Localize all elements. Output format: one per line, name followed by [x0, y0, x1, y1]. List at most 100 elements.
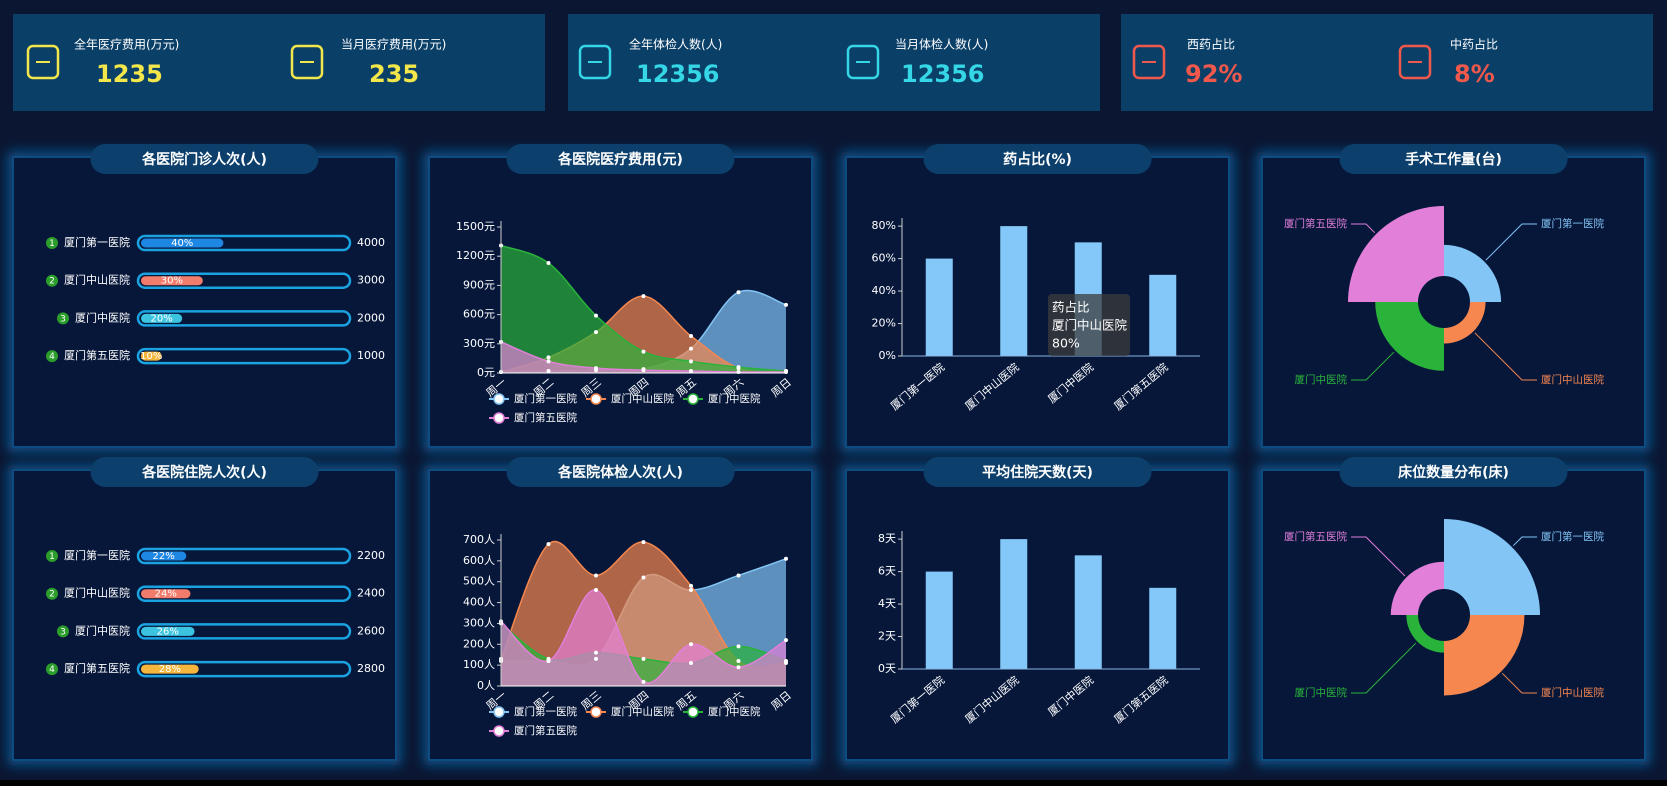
- hospital-name: 厦门第一医院: [64, 548, 130, 562]
- rank-badge: [46, 350, 58, 363]
- kpi-value: 235: [369, 60, 419, 88]
- kpi-label: 全年体检人数(人): [629, 37, 722, 52]
- bar: [925, 571, 953, 669]
- sector-label: 厦门中医院: [1295, 686, 1348, 699]
- data-point: [689, 346, 693, 351]
- label-line: [1485, 223, 1537, 261]
- area-fill: [501, 589, 786, 686]
- kpi-value: 8%: [1454, 60, 1495, 88]
- legend-label: 厦门中医院: [708, 392, 761, 405]
- rank-badge: [46, 550, 58, 562]
- area-fill: [501, 290, 786, 373]
- y-tick-label: 40%: [872, 284, 896, 297]
- rank-number: 2: [49, 277, 55, 287]
- kpi-label: 中药占比: [1450, 37, 1498, 52]
- chart-title: 各医院住院人次(人): [141, 464, 267, 481]
- data-point: [546, 359, 551, 364]
- progress-track: [136, 623, 352, 640]
- progress-bar: [141, 589, 191, 599]
- legend-label: 厦门第五医院: [514, 411, 577, 424]
- bar: [1000, 539, 1028, 669]
- data-point: [641, 679, 646, 684]
- progress-track: [136, 310, 352, 327]
- percent-label: 28%: [159, 664, 181, 675]
- sector-label: 厦门第一医院: [1541, 217, 1604, 230]
- rose-sector: [1375, 302, 1444, 371]
- kpi-icon: [290, 44, 324, 80]
- title-pill: [923, 457, 1152, 487]
- percent-label: 20%: [150, 313, 172, 324]
- rank-number: 3: [60, 314, 66, 324]
- data-point: [594, 650, 598, 655]
- kpi-icon: [846, 44, 880, 80]
- kpi-value: 1235: [96, 60, 163, 88]
- progress-track: [136, 547, 352, 565]
- rose-sector: [1406, 615, 1444, 653]
- legend-marker: [493, 393, 505, 405]
- title-pill: [923, 144, 1152, 174]
- y-tick-label: 600元: [463, 308, 495, 321]
- progress-track: [136, 234, 352, 252]
- kpi-label: 全年医疗费用(万元): [74, 37, 179, 52]
- progress-track: [136, 347, 352, 365]
- title-pill: [90, 144, 319, 174]
- data-point: [736, 644, 741, 649]
- title-pill: [90, 457, 319, 487]
- progress-bar: [141, 313, 183, 323]
- kpi-card: 全年体检人数(人) 12356 当月体检人数(人) 12356: [568, 14, 1100, 111]
- y-tick-label: 0人: [477, 679, 495, 692]
- kpi-label: 西药占比: [1187, 37, 1235, 52]
- value-label: 2600: [357, 624, 385, 637]
- kpi-value: 12356: [636, 60, 720, 88]
- legend-marker: [590, 393, 602, 405]
- data-point: [784, 638, 788, 643]
- rank-badge: [57, 312, 69, 325]
- tooltip-box: [1048, 294, 1130, 356]
- rank-number: 2: [49, 590, 55, 600]
- data-point: [641, 294, 646, 299]
- progress-bar: [141, 664, 199, 674]
- y-tick-label: 2天: [878, 630, 896, 643]
- progress-bar: [141, 238, 224, 248]
- chart-panel: 各医院住院人次(人) 厦门第一医院 1 22% 2200 厦门中山医院 2 24% 2400 厦门…: [8, 457, 401, 765]
- y-tick-label: 500人: [463, 575, 495, 588]
- data-point: [594, 366, 598, 371]
- legend-label: 厦门中医院: [708, 705, 761, 718]
- value-label: 2000: [357, 311, 385, 324]
- chart-title: 各医院体检人次(人): [557, 464, 683, 481]
- data-point: [689, 359, 693, 364]
- legend-marker: [493, 706, 505, 718]
- progress-track: [136, 660, 352, 678]
- tooltip-value: 80%: [1052, 336, 1080, 351]
- data-point: [689, 334, 693, 339]
- tooltip-category: 厦门中山医院: [1052, 318, 1128, 333]
- legend-marker: [590, 706, 602, 718]
- data-point: [641, 540, 646, 545]
- kpi-icon: [26, 44, 60, 80]
- y-tick-label: 100人: [463, 658, 495, 671]
- legend-marker: [687, 393, 699, 405]
- kpi-icon: [578, 44, 612, 80]
- label-line: [1351, 351, 1395, 381]
- chart-panel: 药占比(%)0%20%40%60%80%厦门第一医院 厦门中山医院 厦门中医院 厦门第…: [841, 144, 1234, 452]
- panel-bg: [1261, 156, 1646, 448]
- data-point: [689, 588, 693, 593]
- rank-number: 3: [60, 627, 66, 637]
- panel-bg: [12, 156, 397, 448]
- rose-sector: [1444, 519, 1540, 615]
- title-pill: [506, 144, 735, 174]
- hospital-name: 厦门第五医院: [64, 348, 130, 362]
- value-label: 2800: [357, 662, 385, 675]
- rose-sector: [1444, 244, 1502, 302]
- label-line: [1474, 332, 1537, 381]
- data-point: [594, 313, 598, 318]
- y-tick-label: 20%: [872, 317, 896, 330]
- y-tick-label: 400人: [463, 596, 495, 609]
- chart-panel: 各医院门诊人次(人) 厦门第一医院 1 40% 4000 厦门中山医院 2 30% 3000 厦门…: [8, 144, 401, 452]
- data-point: [641, 368, 646, 373]
- legend-marker: [687, 706, 699, 718]
